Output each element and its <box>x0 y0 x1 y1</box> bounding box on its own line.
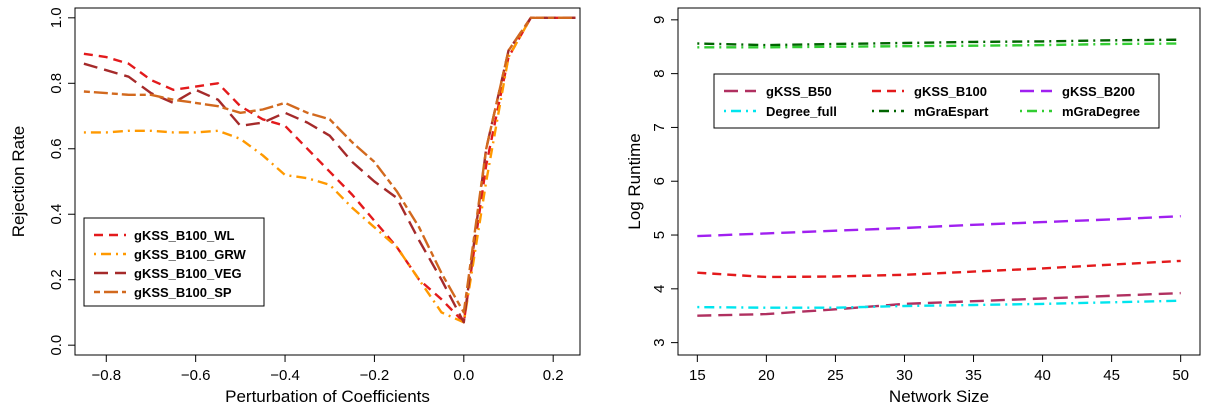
x-tick-label: −0.2 <box>360 367 390 384</box>
legend-label: gKSS_B100_VEG <box>134 266 242 281</box>
rejection-rate-chart: −0.8 −0.6 −0.4 −0.2 0.0 0.2 0.0 0.2 0.4 0.6 0.8 1.0… <box>9 7 581 406</box>
y-tick-label: 9 <box>651 16 668 24</box>
legend-label: Degree_full <box>766 104 837 119</box>
x-tick-label: −0.8 <box>91 367 121 384</box>
y-tick-label: 7 <box>651 123 668 131</box>
y-tick-label: 0.0 <box>48 335 65 356</box>
series-line-gkss-b50 <box>697 291 1181 317</box>
series-line-gkss-b100 <box>697 259 1181 279</box>
y-tick-label: 4 <box>651 285 668 293</box>
legend-label: gKSS_B100_WL <box>134 228 234 243</box>
x-tick-label: 15 <box>689 367 706 384</box>
legend-label: gKSS_B100 <box>914 84 987 99</box>
y-tick-label: 3 <box>651 338 668 346</box>
legend-label: gKSS_B100_GRW <box>134 247 246 262</box>
x-axis-title: Network Size <box>889 387 989 406</box>
legend: gKSS_B50 gKSS_B100 gKSS_B200 Degree_full mGr… <box>713 73 1160 129</box>
plot-frame <box>74 7 581 356</box>
x-tick-label: 25 <box>827 367 844 384</box>
x-tick-label: 45 <box>1103 367 1120 384</box>
y-tick-label: 6 <box>651 177 668 185</box>
series-line-gkss-b100-grw <box>83 16 576 324</box>
x-axis-title: Perturbation of Coefficients <box>225 387 430 406</box>
series-line-gkss-b100-wl <box>83 16 576 324</box>
series-line-mgraespart <box>697 38 1181 47</box>
y-axis-title: Log Runtime <box>625 133 644 229</box>
legend-label: mGraDegree <box>1062 104 1140 119</box>
y-tick-label: 0.4 <box>48 204 65 225</box>
series-line-mgradegree <box>697 42 1181 49</box>
x-tick-label: 20 <box>758 367 775 384</box>
x-tick-label: −0.6 <box>181 367 211 384</box>
legend-label: mGraEspart <box>914 104 989 119</box>
series-line-degree-full <box>697 299 1181 309</box>
x-tick-label: 30 <box>896 367 913 384</box>
x-tick-label: 0.2 <box>543 367 564 384</box>
y-tick-label: 0.2 <box>48 269 65 290</box>
x-tick-label: 35 <box>965 367 982 384</box>
y-tick-label: 0.8 <box>48 73 65 94</box>
legend-label: gKSS_B100_SP <box>134 285 232 300</box>
x-tick-label: 40 <box>1034 367 1051 384</box>
series-line-gkss-b200 <box>697 215 1181 238</box>
legend: gKSS_B100_WL gKSS_B100_GRW gKSS_B100_VEG gK… <box>83 217 265 307</box>
legend-box <box>713 73 1160 129</box>
y-tick-label: 8 <box>651 69 668 77</box>
series-line-gkss-b100-sp <box>83 16 576 314</box>
x-tick-label: 50 <box>1172 367 1189 384</box>
legend-label: gKSS_B200 <box>1062 84 1135 99</box>
y-axis-title: Rejection Rate <box>9 126 28 238</box>
y-tick-label: 0.6 <box>48 138 65 159</box>
x-tick-label: 0.0 <box>453 367 474 384</box>
legend-label: gKSS_B50 <box>766 84 832 99</box>
x-tick-label: −0.4 <box>270 367 300 384</box>
y-tick-label: 1.0 <box>48 7 65 28</box>
y-tick-label: 5 <box>651 231 668 239</box>
